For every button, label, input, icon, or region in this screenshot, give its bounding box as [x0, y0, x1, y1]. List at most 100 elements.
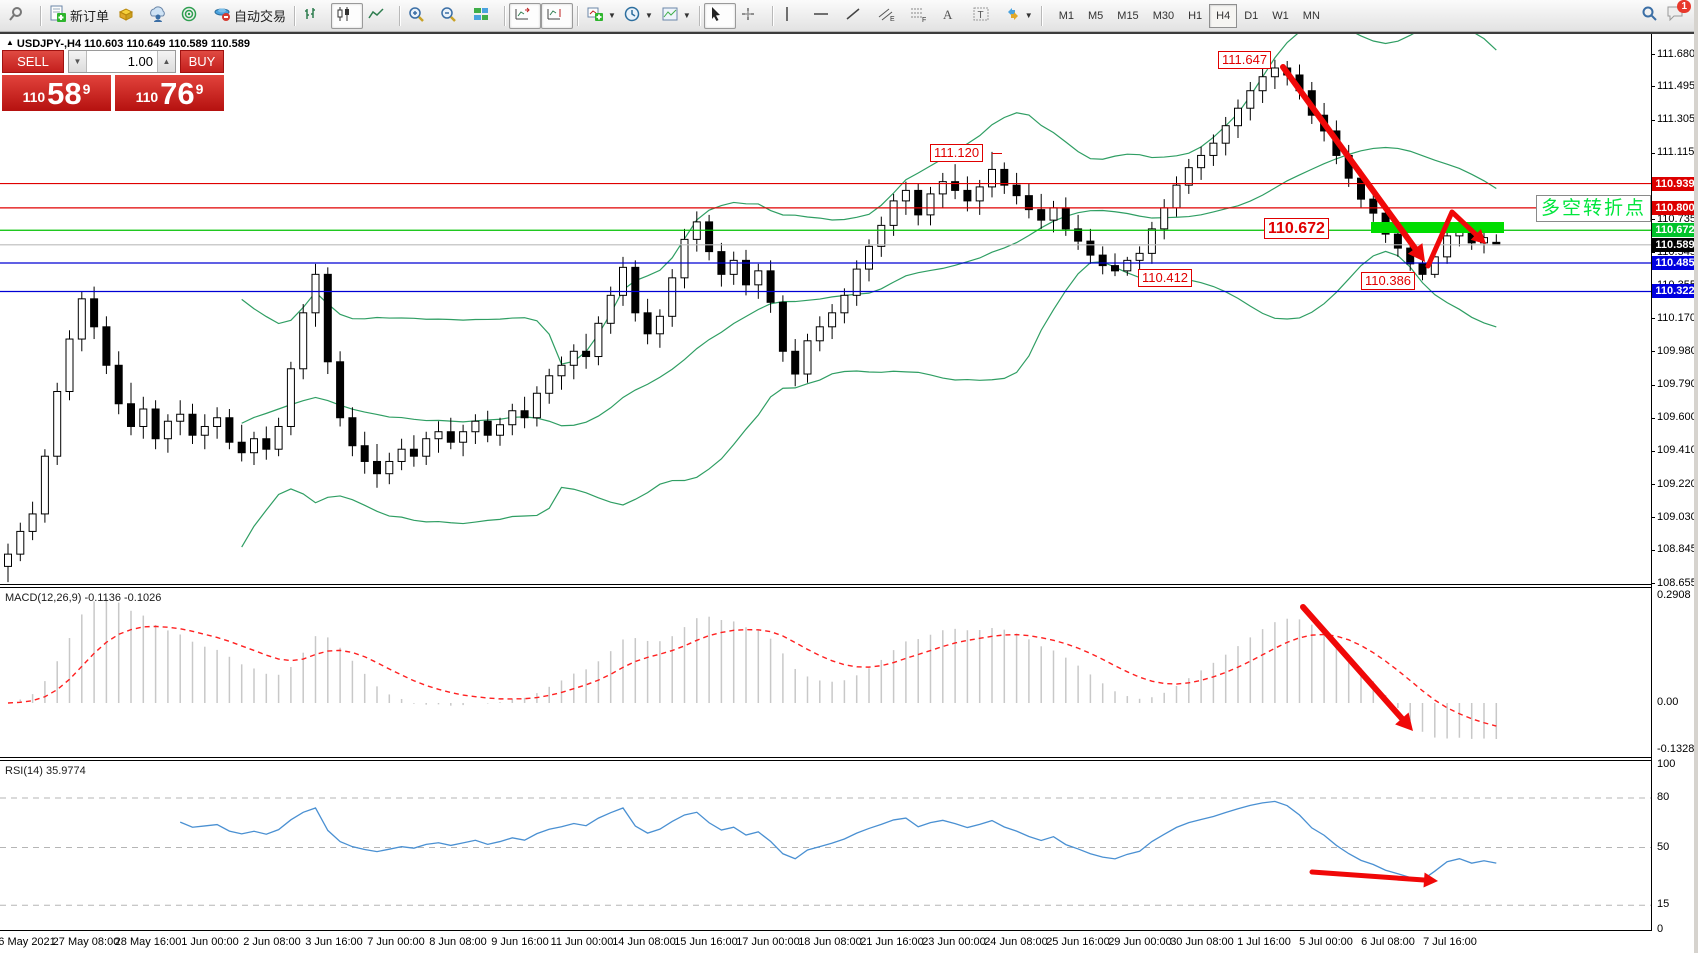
search-partial-button[interactable] — [4, 3, 36, 29]
fibonacci-icon: F — [909, 6, 927, 25]
timeframe-m1[interactable]: M1 — [1058, 9, 1074, 22]
candle-body — [1024, 195, 1033, 211]
volume-input[interactable]: 1.00 — [127, 54, 153, 69]
candle-body — [1160, 207, 1169, 230]
crosshair-button[interactable] — [736, 3, 768, 29]
toolbar-separator — [698, 5, 700, 26]
macd-canvas[interactable] — [0, 588, 1651, 757]
sell-button[interactable]: SELL — [2, 50, 64, 73]
template-button[interactable]: ▼ — [657, 3, 695, 29]
market-watch-button[interactable] — [113, 3, 145, 29]
zoom-out-button[interactable] — [436, 3, 468, 29]
toolbar-separator — [399, 5, 401, 26]
trendline-button[interactable] — [841, 3, 873, 29]
support-zone-highlight[interactable] — [1371, 222, 1504, 233]
price-annotation-label[interactable]: 111.120 — [930, 144, 984, 162]
macd-indicator-panel[interactable] — [0, 588, 1651, 757]
notifications-button[interactable]: 1 — [1666, 0, 1691, 26]
bar-chart-button[interactable] — [299, 3, 331, 29]
dropdown-caret-icon[interactable]: ▼ — [682, 11, 691, 20]
candle-body — [237, 441, 246, 454]
price-chart-canvas[interactable] — [0, 34, 1651, 584]
add-indicator-button[interactable]: ▼ — [582, 3, 620, 29]
volume-decrease-button[interactable]: ▼ — [69, 51, 87, 72]
one-click-trading-panel: SELL ▼ 1.00 ▲ BUY 110 58 9 110 76 9 — [2, 50, 224, 111]
rsi-scale-label: 50 — [1657, 840, 1670, 853]
date-axis-label: 23 Jun 00:00 — [922, 936, 986, 948]
chart-macd-separator[interactable] — [0, 584, 1651, 588]
timeframe-m5[interactable]: M5 — [1088, 9, 1104, 22]
timeframe-h1[interactable]: H1 — [1188, 9, 1203, 22]
search-partial-icon — [8, 6, 22, 25]
svg-text:T: T — [977, 10, 983, 21]
bollinger-lower-band — [241, 250, 1497, 548]
candle-body — [840, 294, 849, 314]
dropdown-caret-icon[interactable]: ▼ — [644, 11, 653, 20]
price-annotation-label[interactable]: 111.647 — [1218, 51, 1272, 69]
timeframe-mn[interactable]: MN — [1302, 9, 1320, 22]
candle-body — [323, 273, 332, 363]
candle-body — [631, 266, 640, 314]
rsi-canvas[interactable] — [0, 761, 1651, 930]
price-annotation-label[interactable]: 110.386 — [1361, 272, 1416, 290]
label-button[interactable]: T — [969, 3, 1001, 29]
trend-note-text[interactable]: 多空转折点 — [1536, 195, 1652, 222]
dropdown-caret-icon[interactable]: ▼ — [608, 11, 616, 20]
price-tick-mark — [1651, 152, 1655, 154]
period-button[interactable]: ▼ — [620, 3, 657, 29]
buy-price-display[interactable]: 110 76 9 — [115, 75, 224, 111]
hline-button[interactable] — [809, 3, 841, 29]
toolbar-separator — [771, 5, 773, 26]
tile-windows-button[interactable] — [468, 3, 500, 29]
candle-chart-button[interactable] — [331, 2, 364, 29]
toolbar-separator — [1040, 5, 1042, 26]
timeframe-d1[interactable]: D1 — [1244, 9, 1259, 22]
timeframe-m30[interactable]: M30 — [1152, 9, 1175, 22]
price-annotation-label[interactable]: 110.672 — [1264, 218, 1329, 239]
candle-body — [914, 189, 923, 216]
rsi-scale-label: 100 — [1657, 758, 1676, 770]
autotrade-button[interactable]: 自动交易 — [209, 3, 290, 29]
search-icon[interactable] — [1641, 5, 1658, 27]
period-icon — [624, 6, 641, 26]
shapes-button[interactable]: ▼ — [1001, 3, 1037, 29]
price-axis-border[interactable] — [1651, 34, 1652, 931]
macd-rsi-separator[interactable] — [0, 757, 1651, 761]
text-button[interactable]: A — [937, 3, 969, 29]
channel-button[interactable]: E — [873, 3, 905, 29]
candle-body — [569, 350, 578, 366]
price-tick-mark — [1651, 417, 1655, 419]
chart-shift-icon — [513, 6, 531, 25]
candle-body — [1086, 240, 1095, 256]
candle-body — [975, 186, 984, 202]
timeframe-h4[interactable]: H4 — [1209, 3, 1238, 28]
auto-scroll-button[interactable] — [541, 2, 574, 29]
candle-body — [409, 448, 418, 457]
new-order-button[interactable]: 新订单 — [45, 3, 113, 29]
timeframe-group: M1 M5 M15 M30 H1 H4 D1 W1 MN — [1052, 3, 1327, 28]
sell-price-display[interactable]: 110 58 9 — [2, 75, 111, 111]
price-chart-panel[interactable] — [0, 34, 1651, 584]
dropdown-caret-icon[interactable]: ▼ — [1024, 11, 1033, 20]
price-annotation-label[interactable]: 110.412 — [1138, 269, 1193, 287]
zoom-in-button[interactable] — [404, 3, 436, 29]
chart-shift-button[interactable] — [509, 2, 542, 29]
price-badge: 110.485 — [1652, 255, 1698, 270]
collapse-triangle-icon[interactable]: ▲ — [6, 38, 14, 47]
vline-button[interactable] — [777, 3, 809, 29]
date-axis-label: 15 Jun 16:00 — [674, 936, 738, 948]
line-chart-button[interactable] — [363, 3, 395, 29]
date-axis-label: 11 Jun 00:00 — [550, 936, 614, 948]
timeframe-w1[interactable]: W1 — [1272, 9, 1289, 22]
buy-button[interactable]: BUY — [180, 50, 224, 73]
rsi-indicator-panel[interactable] — [0, 761, 1651, 931]
candle-body — [877, 224, 886, 247]
fibonacci-button[interactable]: F — [905, 3, 937, 29]
signal-button[interactable] — [177, 3, 209, 29]
price-tick-mark — [1651, 219, 1655, 221]
timeframe-m15[interactable]: M15 — [1117, 9, 1139, 22]
data-window-button[interactable] — [145, 3, 177, 29]
volume-increase-button[interactable]: ▲ — [157, 51, 175, 72]
cursor-button[interactable] — [703, 2, 736, 29]
